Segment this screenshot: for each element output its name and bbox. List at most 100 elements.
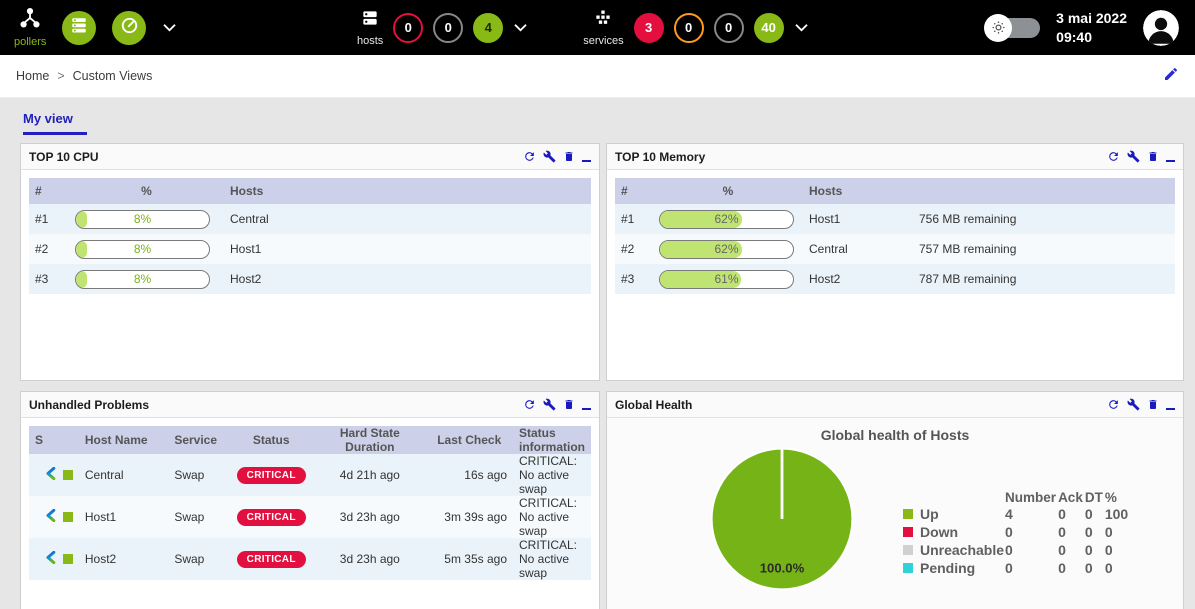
view-tabs: My view <box>0 98 1195 135</box>
host-up-square <box>62 470 73 480</box>
hosts-icon <box>360 8 380 33</box>
service-name[interactable]: Swap <box>168 496 229 538</box>
pollers-icon <box>19 7 41 34</box>
breadcrumb-bar: Home > Custom Views <box>0 55 1195 98</box>
last-check: 16s ago <box>425 454 513 496</box>
service-name[interactable]: Swap <box>168 454 229 496</box>
wrench-icon[interactable] <box>1127 398 1140 411</box>
wrench-icon[interactable] <box>543 398 556 411</box>
pollers-menu[interactable]: pollers <box>14 7 46 48</box>
refresh-icon[interactable] <box>523 398 536 411</box>
hosts-menu[interactable]: hosts <box>357 8 383 47</box>
column-header: % <box>653 178 803 204</box>
breadcrumb-current[interactable]: Custom Views <box>72 69 153 83</box>
table-row[interactable]: Host2 Swap CRITICAL 3d 23h ago 5m 35s ag… <box>29 538 591 580</box>
trash-icon[interactable] <box>563 398 575 411</box>
table-row[interactable]: Central Swap CRITICAL 4d 21h ago 16s ago… <box>29 454 591 496</box>
host-name: Central <box>224 204 591 234</box>
theme-toggle[interactable] <box>984 13 1041 42</box>
table-row[interactable]: #3 8% Host2 <box>29 264 591 294</box>
panel-title: TOP 10 CPU <box>29 149 99 164</box>
services-icon <box>593 8 613 33</box>
tab-my-view[interactable]: My view <box>23 105 87 135</box>
host-name: Host2 <box>803 264 913 294</box>
chart-title: Global health of Hosts <box>820 427 970 443</box>
latency-gauge-button[interactable] <box>112 10 147 45</box>
panel-title: TOP 10 Memory <box>615 149 706 164</box>
legend-column-header: % <box>1104 490 1117 505</box>
services-menu[interactable]: services <box>583 8 624 47</box>
top-navigation-bar: pollers <box>0 0 1195 55</box>
user-avatar[interactable] <box>1143 9 1180 46</box>
memory-remaining: 757 MB remaining <box>913 234 1175 264</box>
pollers-chevron-down-icon[interactable] <box>162 22 177 33</box>
wrench-icon[interactable] <box>543 150 556 163</box>
clock-time: 09:40 <box>1056 28 1092 45</box>
poller-status-button[interactable] <box>62 10 97 45</box>
panel-title: Unhandled Problems <box>29 397 150 412</box>
trash-icon[interactable] <box>1147 150 1159 163</box>
breadcrumb-separator: > <box>57 69 65 83</box>
service-name[interactable]: Swap <box>168 538 229 580</box>
legend-column-header: Ack <box>1058 490 1083 505</box>
table-row[interactable]: #2 8% Host1 <box>29 234 591 264</box>
column-header: Hard State Duration <box>314 426 426 454</box>
column-header: Hosts <box>224 178 591 204</box>
health-legend: Number Ack DT % Up 4 0 0 100 <box>902 490 1129 577</box>
legend-column-header: Number <box>1005 490 1057 505</box>
status-information: CRITICAL: No active swap <box>513 538 591 580</box>
status-badge: CRITICAL <box>236 508 306 526</box>
table-row[interactable]: #2 62% Central 757 MB remaining <box>615 234 1175 264</box>
hard-state-duration: 3d 23h ago <box>314 538 426 580</box>
memory-progress-bar: 62% <box>659 239 794 259</box>
minimize-icon[interactable] <box>582 400 591 410</box>
services-ok-counter[interactable]: 40 <box>753 12 784 43</box>
trash-icon[interactable] <box>563 150 575 163</box>
panel-top10-cpu: TOP 10 CPU # % Hosts #1 8% Central <box>20 143 600 381</box>
cpu-progress-bar: 8% <box>75 269 210 289</box>
services-warning-counter[interactable]: 0 <box>673 12 704 43</box>
table-row[interactable]: Host1 Swap CRITICAL 3d 23h ago 3m 39s ag… <box>29 496 591 538</box>
refresh-icon[interactable] <box>1107 398 1120 411</box>
column-header: # <box>29 178 69 204</box>
centreon-logo-icon <box>45 550 58 567</box>
poller-list-icon <box>70 16 88 39</box>
minimize-icon[interactable] <box>1166 400 1175 410</box>
refresh-icon[interactable] <box>523 150 536 163</box>
table-row[interactable]: #3 61% Host2 787 MB remaining <box>615 264 1175 294</box>
cpu-progress-bar: 8% <box>75 209 210 229</box>
host-name: Host1 <box>78 496 169 538</box>
panel-top10-memory: TOP 10 Memory # % Hosts #1 62% Host1 <box>606 143 1184 381</box>
services-critical-counter[interactable]: 3 <box>633 12 664 43</box>
hosts-unreachable-counter[interactable]: 0 <box>433 12 464 43</box>
centreon-logo-icon <box>45 508 58 525</box>
hosts-chevron-down-icon[interactable] <box>513 22 528 33</box>
column-header: Service <box>168 426 229 454</box>
panel-unhandled-problems: Unhandled Problems S Host Name Service S… <box>20 391 600 609</box>
last-check: 3m 39s ago <box>425 496 513 538</box>
hosts-label: hosts <box>356 35 384 47</box>
edit-pencil-icon[interactable] <box>1163 66 1179 87</box>
refresh-icon[interactable] <box>1107 150 1120 163</box>
minimize-icon[interactable] <box>582 152 591 162</box>
column-header: Host Name <box>78 426 169 454</box>
hosts-up-counter[interactable]: 4 <box>473 12 504 43</box>
table-row[interactable]: #1 62% Host1 756 MB remaining <box>615 204 1175 234</box>
column-header: Status information <box>513 426 591 454</box>
services-chevron-down-icon[interactable] <box>794 22 809 33</box>
clock-date: 3 mai 2022 <box>1056 9 1128 26</box>
cpu-table: # % Hosts #1 8% Central #2 8% Host1 #3 8… <box>29 178 591 294</box>
minimize-icon[interactable] <box>1166 152 1175 162</box>
host-name: Central <box>803 234 913 264</box>
last-check: 5m 35s ago <box>425 538 513 580</box>
hard-state-duration: 4d 21h ago <box>314 454 426 496</box>
hosts-down-counter[interactable]: 0 <box>393 12 424 43</box>
trash-icon[interactable] <box>1147 398 1159 411</box>
legend-row: Up 4 0 0 100 <box>902 505 1129 523</box>
pollers-label: pollers <box>14 36 47 48</box>
table-row[interactable]: #1 8% Central <box>29 204 591 234</box>
breadcrumb-home[interactable]: Home <box>16 69 50 83</box>
services-label: services <box>583 35 624 47</box>
services-unknown-counter[interactable]: 0 <box>713 12 744 43</box>
wrench-icon[interactable] <box>1127 150 1140 163</box>
